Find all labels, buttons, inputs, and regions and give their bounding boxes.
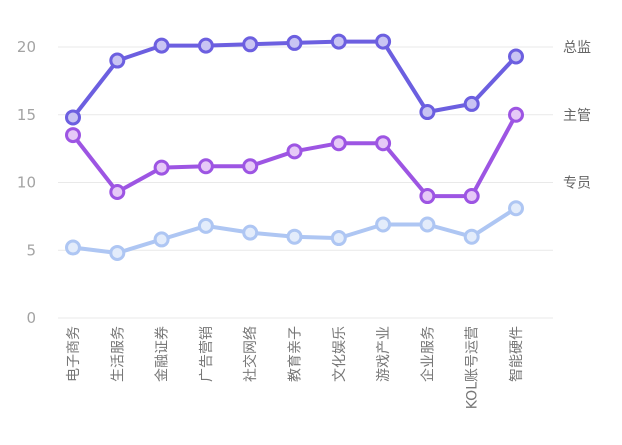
data-point (286, 34, 303, 51)
data-point (153, 231, 170, 248)
x-tick-label: 社交网络 (242, 326, 259, 382)
x-tick-label: 电子商务 (66, 326, 82, 382)
series-line (71, 39, 518, 120)
series-1 (65, 33, 524, 126)
data-point (286, 228, 303, 245)
data-point (419, 104, 436, 121)
y-tick-label: 5 (26, 241, 36, 259)
data-point (463, 188, 480, 205)
data-point (375, 216, 392, 233)
grid-lines (58, 46, 553, 319)
series-2 (65, 106, 524, 205)
data-point (463, 95, 480, 112)
data-point (375, 135, 392, 152)
data-point (242, 224, 259, 241)
data-point (65, 127, 81, 144)
data-point (197, 158, 214, 175)
data-point (109, 183, 126, 200)
data-point (153, 37, 170, 54)
x-tick-label: 文化娱乐 (332, 326, 348, 382)
series-label: 总监 (563, 40, 591, 56)
data-point (242, 36, 259, 53)
data-point (508, 106, 524, 123)
data-point (508, 200, 524, 217)
series-3 (65, 200, 524, 261)
y-tick-label: 15 (17, 106, 36, 124)
data-point (197, 37, 214, 54)
x-tick-label: 金融证券 (155, 326, 171, 382)
data-point (286, 143, 303, 160)
x-axis: 电子商务 生活服务 金融证券 广告营销 社交网络 教育亲子 文化娱乐 游戏产业 企业服务 KOL账… (66, 326, 525, 409)
data-point (153, 159, 170, 176)
x-tick-label: 智能硬件 (509, 326, 525, 382)
data-point (419, 188, 436, 205)
x-tick-label: 教育亲子 (288, 326, 304, 382)
x-tick-label: 游戏产业 (376, 326, 392, 382)
y-axis: 0 5 10 15 20 (17, 38, 36, 327)
data-point (375, 33, 392, 50)
y-tick-label: 10 (17, 174, 36, 192)
data-point (330, 33, 347, 50)
y-tick-label: 0 (26, 309, 36, 327)
x-tick-label: KOL账号运营 (465, 326, 481, 409)
y-tick-label: 20 (17, 38, 36, 56)
series-label: 主管 (563, 108, 591, 124)
data-point (109, 52, 126, 69)
data-point (330, 230, 347, 247)
x-tick-label: 广告营销 (199, 326, 215, 382)
data-point (463, 228, 480, 245)
data-point (419, 216, 436, 233)
x-tick-label: 企业服务 (419, 326, 436, 382)
data-point (65, 109, 81, 126)
data-point (508, 48, 524, 65)
series-label: 专员 (563, 176, 591, 192)
data-point (65, 239, 81, 256)
data-point (197, 217, 214, 234)
data-point (330, 135, 347, 152)
x-tick-label: 生活服务 (110, 326, 126, 382)
series-group (65, 33, 524, 261)
data-point (242, 158, 259, 175)
data-point (109, 244, 126, 261)
